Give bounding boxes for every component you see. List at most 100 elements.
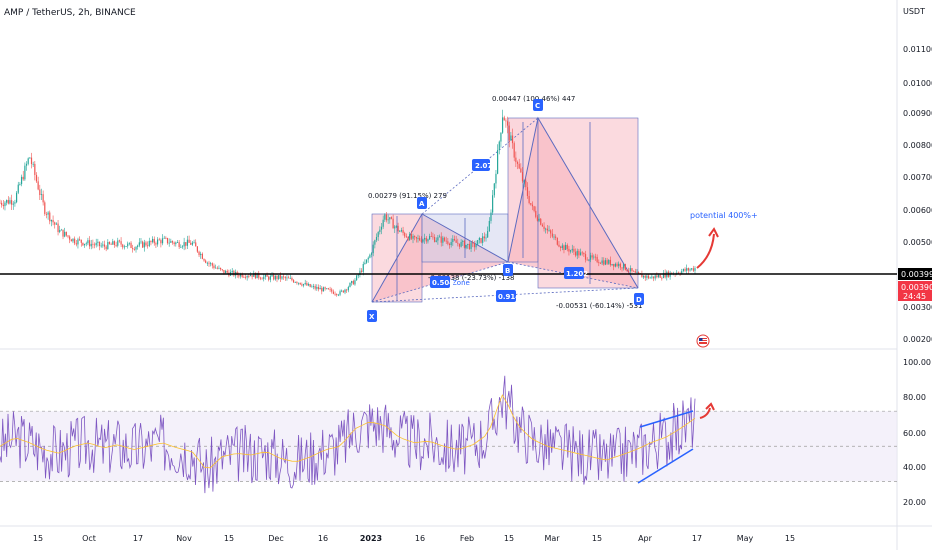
candle-body [374, 240, 376, 245]
candle-body [258, 272, 260, 278]
candle-body [372, 244, 374, 254]
candle-body [215, 267, 217, 269]
candle-body [526, 187, 529, 196]
candle-body [65, 231, 67, 236]
candle-body [191, 242, 194, 245]
us-flag-icon[interactable] [696, 334, 710, 348]
candle-body [75, 243, 77, 245]
measure-a-label: 0.00279 (91.15%) 279 [368, 192, 447, 200]
candle-body [309, 284, 311, 287]
candle-body [92, 243, 94, 245]
candle-body [339, 291, 341, 295]
candle-body [17, 184, 19, 193]
candle-body [419, 238, 421, 241]
candle-body [155, 243, 157, 245]
candle-body [254, 272, 257, 279]
candle-body [569, 250, 572, 252]
candle-body [583, 252, 585, 255]
harmonic-pattern [371, 116, 639, 303]
candle-body [432, 236, 434, 238]
candle-body [410, 233, 412, 239]
currency-label: USDT [903, 7, 925, 16]
candle-body [80, 239, 82, 243]
candle-body [319, 287, 321, 290]
candle-body [79, 239, 81, 241]
candle-body [352, 280, 354, 285]
candle-body [148, 240, 150, 246]
candle-body [127, 243, 129, 247]
candle-body [369, 254, 371, 258]
candle-body [296, 282, 298, 284]
candle-body [662, 272, 665, 278]
candle-body [649, 277, 651, 279]
candle-body [360, 270, 363, 272]
candle-body [689, 269, 691, 271]
candle-body [657, 274, 660, 278]
candle-body [224, 270, 227, 274]
rsi-breakout-arrow [699, 407, 711, 419]
time-tick-label: 15 [504, 534, 514, 543]
candle-body [550, 230, 552, 234]
candle-body [30, 157, 33, 165]
candle-body [2, 204, 4, 207]
candle-body [629, 268, 631, 272]
candle-body [389, 217, 391, 220]
candle-body [331, 289, 333, 292]
candle-body [138, 242, 140, 246]
candle-body [669, 272, 671, 277]
zone-label: Zone [452, 279, 470, 287]
candle-body [445, 240, 447, 242]
candle-body [467, 243, 469, 245]
candle-body [1, 202, 3, 205]
candle-body [163, 237, 165, 239]
candle-body [380, 226, 383, 230]
time-tick-label: 15 [785, 534, 795, 543]
candle-body [346, 289, 348, 291]
candle-body [417, 238, 419, 239]
candle-body [77, 239, 79, 245]
candle-body [128, 242, 130, 244]
candle-body [168, 242, 170, 244]
candle-body [198, 251, 200, 256]
candle-body [261, 278, 263, 280]
candle-body [195, 242, 197, 247]
candle-body [281, 276, 283, 279]
candle-body [375, 237, 378, 241]
candle-body [297, 282, 300, 284]
candle-body [458, 243, 461, 247]
candle-body [145, 242, 147, 246]
candle-body [22, 176, 24, 180]
current-price-label: 0.00399 [901, 270, 932, 279]
candle-body [332, 291, 335, 294]
candle-body [32, 163, 34, 165]
candle-body [57, 223, 59, 233]
candle-body [379, 229, 381, 232]
candle-body [684, 268, 686, 271]
candle-body [264, 274, 266, 277]
measure-d-label: -0.00531 (-60.14%) -531 [556, 302, 643, 310]
candle-body [395, 225, 398, 227]
candle-body [682, 268, 684, 272]
time-tick-label: Feb [460, 534, 474, 543]
candle-body [601, 260, 603, 264]
candle-body [54, 222, 56, 225]
candle-body [506, 121, 509, 126]
measure-b-label: -0.00138 (-23.73%) -138 [428, 274, 515, 282]
candle-body [364, 262, 366, 265]
candle-body [107, 242, 109, 250]
candle-body [170, 241, 172, 243]
candle-body [292, 280, 295, 283]
candle-body [11, 200, 13, 205]
candle-body [117, 240, 119, 246]
candle-body [498, 141, 500, 151]
candle-body [356, 275, 358, 281]
candle-body [85, 243, 87, 245]
candle-body [347, 287, 349, 291]
candle-body [384, 214, 386, 220]
candle-body [482, 236, 484, 243]
candle-body [311, 286, 313, 288]
candle-body [362, 264, 364, 272]
